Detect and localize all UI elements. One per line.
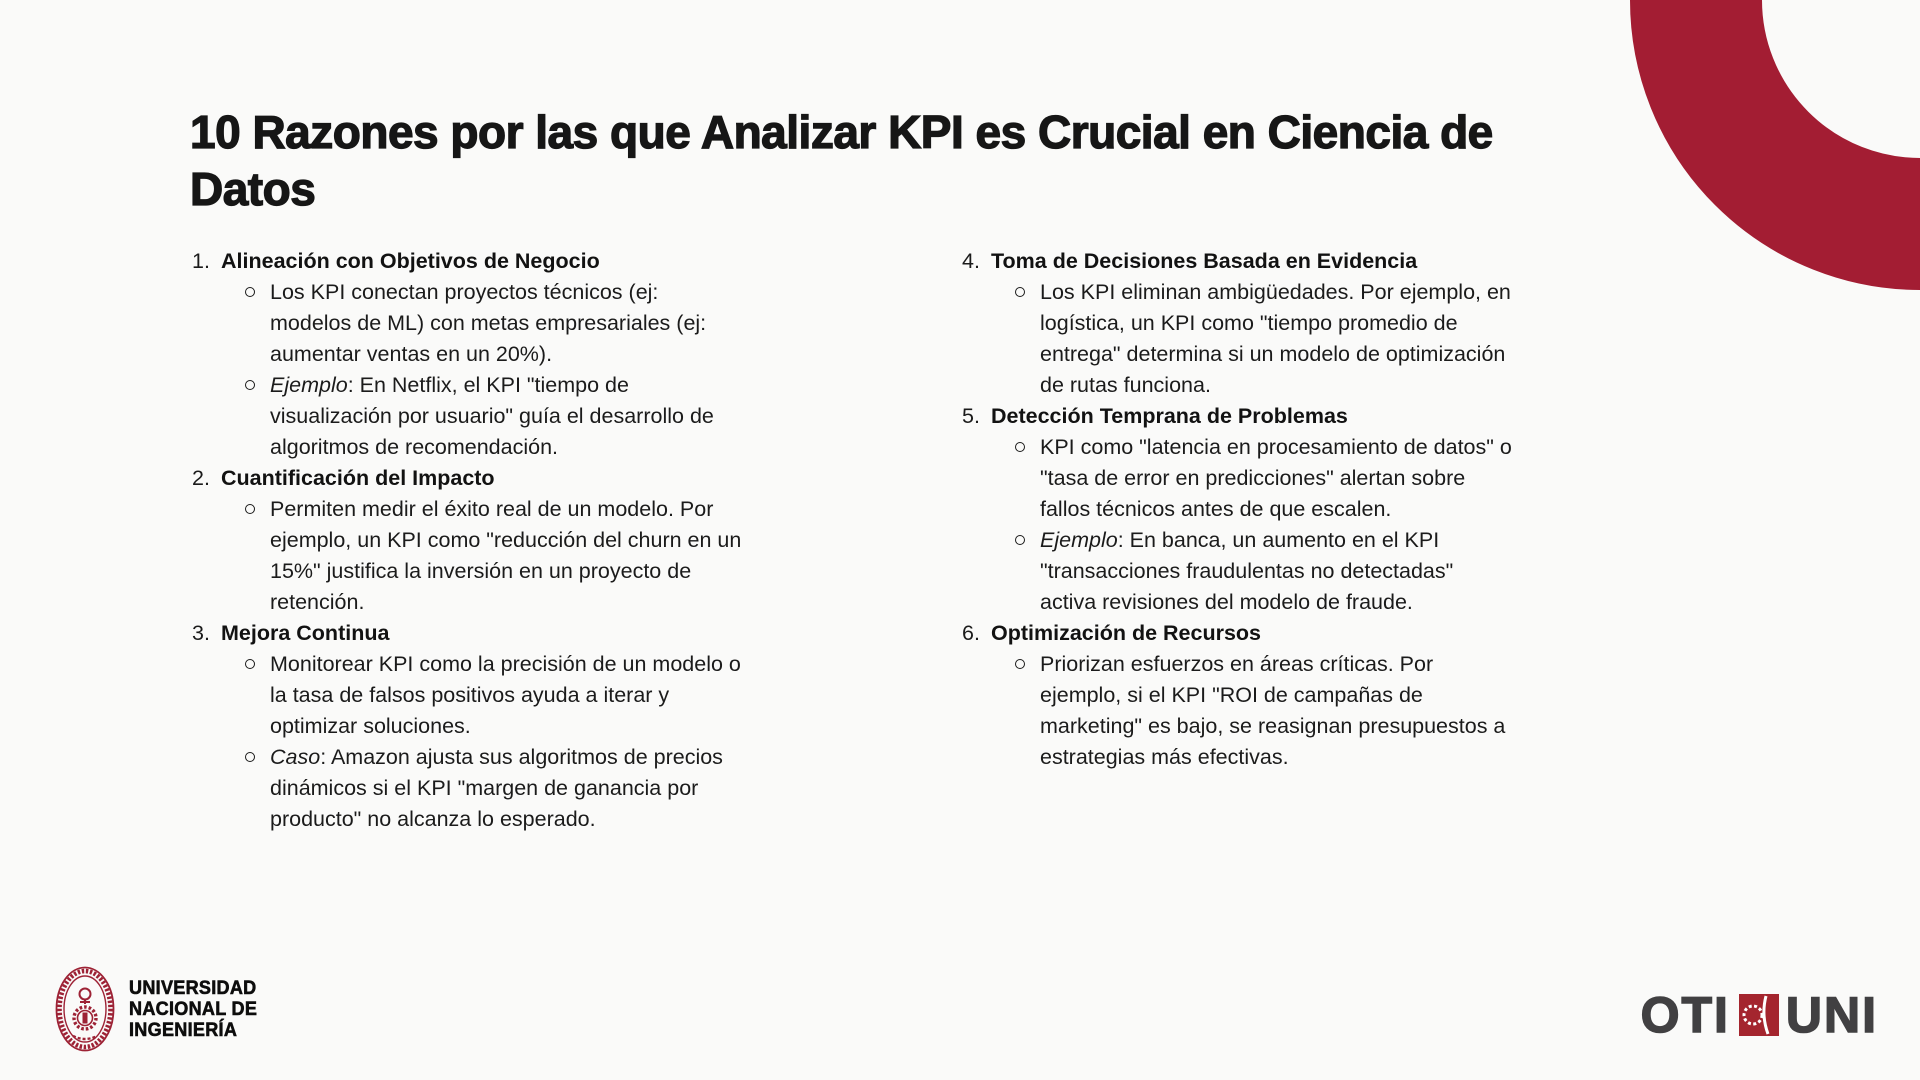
bullet-body: : En Netflix, el KPI "tiempo de visualiz… [270, 373, 714, 459]
circle-bullet-icon [245, 380, 255, 390]
bullet-text: Ejemplo: En banca, un aumento en el KPI … [1040, 525, 1512, 618]
reason-number: 6. [962, 621, 980, 645]
reason-bullet: Monitorear KPI como la precisión de un m… [192, 649, 767, 742]
uni-logo-line: NACIONAL DE [129, 998, 258, 1020]
bullet-text: Monitorear KPI como la precisión de un m… [270, 649, 742, 742]
reasons-column-right: 4. Toma de Decisiones Basada en Evidenci… [962, 246, 1537, 773]
reason-heading: 3. Mejora Continua [192, 618, 767, 649]
circle-bullet-icon [1015, 535, 1025, 545]
slide-title-line: Datos [189, 162, 316, 215]
reason-number: 4. [962, 249, 980, 273]
oti-logo-text: UNI [1785, 986, 1878, 1044]
bullet-body: Monitorear KPI como la precisión de un m… [270, 652, 741, 738]
reason-heading: 6. Optimización de Recursos [962, 618, 1537, 649]
circle-bullet-icon [1015, 659, 1025, 669]
reason-heading: 1. Alineación con Objetivos de Negocio [192, 246, 767, 277]
bullet-lead-italic: Ejemplo [270, 373, 348, 397]
bullet-body: Priorizan esfuerzos en áreas críticas. P… [1040, 652, 1506, 769]
reason-bullet: Permiten medir el éxito real de un model… [192, 494, 767, 618]
reason-heading-text: Mejora Continua [221, 621, 390, 645]
reason-bullet: Los KPI conectan proyectos técnicos (ej:… [192, 277, 767, 370]
reason-bullet: Ejemplo: En banca, un aumento en el KPI … [962, 525, 1537, 618]
reasons-column-left: 1. Alineación con Objetivos de Negocio L… [192, 246, 767, 835]
corner-ring-decoration [1630, 0, 1920, 290]
bullet-text: Permiten medir el éxito real de un model… [270, 494, 742, 618]
circle-bullet-icon [245, 504, 255, 514]
circle-bullet-icon [1015, 287, 1025, 297]
reason-heading-text: Alineación con Objetivos de Negocio [221, 249, 600, 273]
bullet-body: : Amazon ajusta sus algoritmos de precio… [270, 745, 723, 831]
bullet-lead-italic: Ejemplo [1040, 528, 1118, 552]
circle-bullet-icon [245, 752, 255, 762]
circle-bullet-icon [245, 287, 255, 297]
bullet-text: Priorizan esfuerzos en áreas críticas. P… [1040, 649, 1512, 773]
reason-bullet: KPI como "latencia en procesamiento de d… [962, 432, 1537, 525]
reason-item-4: 4. Toma de Decisiones Basada en Evidenci… [962, 246, 1537, 401]
bullet-text: Los KPI eliminan ambigüedades. Por ejemp… [1040, 277, 1512, 401]
reason-heading-text: Toma de Decisiones Basada en Evidencia [991, 249, 1418, 273]
uni-logo-line: UNIVERSIDAD [129, 977, 257, 999]
reason-item-1: 1. Alineación con Objetivos de Negocio L… [192, 246, 767, 463]
circle-bullet-icon [1015, 442, 1025, 452]
oti-gear-icon [1738, 994, 1779, 1036]
bullet-body: Los KPI eliminan ambigüedades. Por ejemp… [1040, 280, 1511, 397]
reason-item-3: 3. Mejora Continua Monitorear KPI como l… [192, 618, 767, 835]
reason-item-2: 2. Cuantificación del Impacto Permiten m… [192, 463, 767, 618]
reason-heading-text: Optimización de Recursos [991, 621, 1262, 645]
slide-title: 10 Razones por las que Analizar KPI es C… [189, 104, 1590, 218]
reason-heading-text: Detección Temprana de Problemas [991, 404, 1348, 428]
uni-logo-text: UNIVERSIDAD NACIONAL DE INGENIERÍA [129, 977, 258, 1041]
reason-bullet: Caso: Amazon ajusta sus algoritmos de pr… [192, 742, 767, 835]
reason-bullet: Los KPI eliminan ambigüedades. Por ejemp… [962, 277, 1537, 401]
bullet-body: : En banca, un aumento en el KPI "transa… [1040, 528, 1454, 614]
bullet-text: KPI como "latencia en procesamiento de d… [1040, 432, 1512, 525]
reason-number: 2. [192, 466, 210, 490]
bullet-body: KPI como "latencia en procesamiento de d… [1040, 435, 1512, 521]
reason-heading: 2. Cuantificación del Impacto [192, 463, 767, 494]
reason-number: 3. [192, 621, 210, 645]
reason-heading-text: Cuantificación del Impacto [221, 466, 495, 490]
bullet-body: Permiten medir el éxito real de un model… [270, 497, 742, 614]
uni-logo: UNIVERSIDAD NACIONAL DE INGENIERÍA [55, 966, 264, 1052]
bullet-text: Los KPI conectan proyectos técnicos (ej:… [270, 277, 742, 370]
reason-heading: 4. Toma de Decisiones Basada en Evidenci… [962, 246, 1537, 277]
reason-bullet: Priorizan esfuerzos en áreas críticas. P… [962, 649, 1537, 773]
reason-bullet: Ejemplo: En Netflix, el KPI "tiempo de v… [192, 370, 767, 463]
bullet-text: Caso: Amazon ajusta sus algoritmos de pr… [270, 742, 742, 835]
reason-item-6: 6. Optimización de Recursos Priorizan es… [962, 618, 1537, 773]
uni-logo-line: INGENIERÍA [129, 1019, 238, 1041]
bullet-body: Los KPI conectan proyectos técnicos (ej:… [270, 280, 707, 366]
bullet-text: Ejemplo: En Netflix, el KPI "tiempo de v… [270, 370, 742, 463]
oti-logo-text: OTI [1640, 986, 1730, 1044]
oti-uni-logo: OTI UNI [1640, 986, 1878, 1044]
bullet-lead-italic: Caso [270, 745, 321, 769]
reason-heading: 5. Detección Temprana de Problemas [962, 401, 1537, 432]
circle-bullet-icon [245, 659, 255, 669]
reason-number: 1. [192, 249, 210, 273]
reason-item-5: 5. Detección Temprana de Problemas KPI c… [962, 401, 1537, 618]
slide-title-line: 10 Razones por las que Analizar KPI es C… [189, 105, 1494, 158]
reason-number: 5. [962, 404, 980, 428]
uni-seal-icon [55, 966, 115, 1052]
